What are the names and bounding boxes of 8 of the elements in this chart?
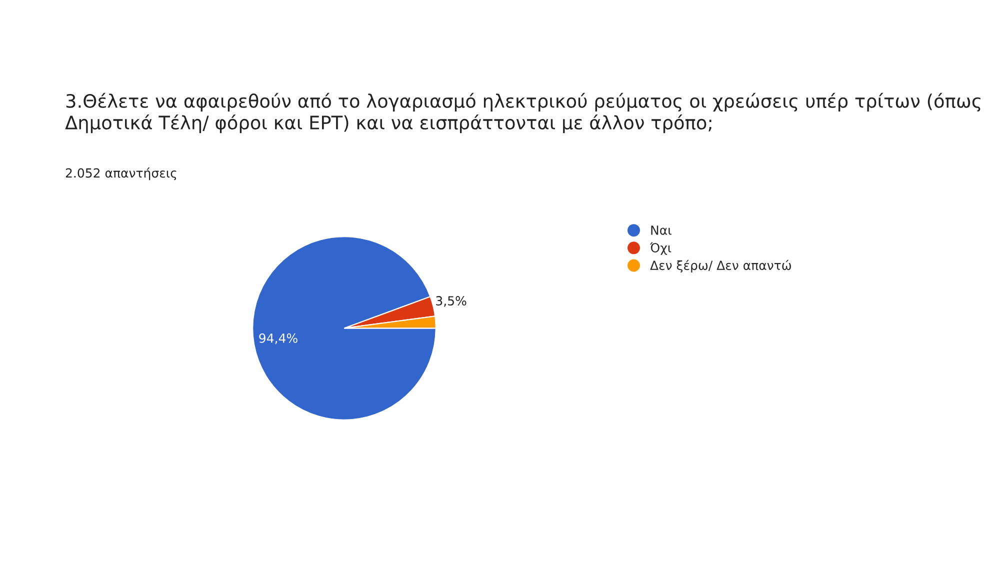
legend-label: Όχι bbox=[650, 242, 672, 255]
legend-label: Ναι bbox=[651, 226, 672, 235]
legend-label: Δεν ξέρω/ Δεν απαντώ bbox=[650, 260, 791, 273]
data-label: 3,5% bbox=[436, 296, 466, 307]
pie-slice bbox=[252, 236, 436, 420]
text: 2.052 απαντήσεις bbox=[66, 168, 176, 180]
data-label: 94,4% bbox=[259, 333, 298, 344]
chart-title: 3.Θέλετε να αφαιρεθούν από το λογαριασμό ηλεκτρικού ρεύματος οι χρεώσεις υπέρ τρίτων (όπως Δημοτικά Τέλη/ φόροι και ΕΡΤ) και να εισπράττονται με άλλον τρόπο; bbox=[65, 92, 980, 134]
